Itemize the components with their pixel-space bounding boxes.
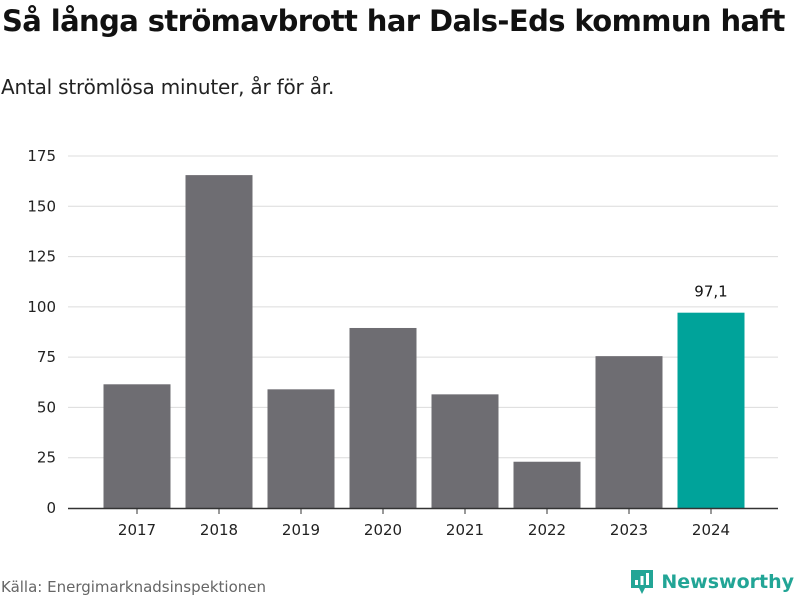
y-tick-label: 175 (27, 147, 56, 165)
bar-2022 (513, 461, 581, 508)
y-tick-label: 0 (46, 499, 56, 517)
bar-chart: 0 25 50 75 100 125 150 175 2017 2018 2019 2020 2021… (27, 147, 778, 539)
y-tick-label: 150 (27, 197, 56, 215)
x-tick-label: 2021 (446, 521, 484, 539)
y-tick-label: 75 (37, 348, 56, 366)
data-label: 97,1 (694, 283, 727, 301)
newsworthy-logo-icon (631, 570, 654, 594)
chart-subtitle: Antal strömlösa minuter, år för år. (1, 75, 335, 99)
x-tick-label: 2023 (610, 521, 648, 539)
bar-2019 (267, 389, 335, 508)
x-tick-label: 2018 (200, 521, 238, 539)
y-tick-label: 125 (27, 248, 56, 266)
x-tick-label: 2024 (692, 521, 730, 539)
bars (103, 175, 745, 508)
brand-name: Newsworthy (661, 571, 794, 593)
source-note: Källa: Energimarknadsinspektionen (1, 578, 267, 596)
x-tick-label: 2019 (282, 521, 320, 539)
bar-2020 (349, 327, 417, 508)
bar-2021 (431, 394, 499, 508)
chart-title: Så långa strömavbrott har Dals-Eds kommu… (2, 4, 785, 38)
x-tick-label: 2022 (528, 521, 566, 539)
y-tick-label: 100 (27, 298, 56, 316)
y-axis-ticks: 0 25 50 75 100 125 150 175 (27, 147, 56, 517)
bar-2024 (677, 312, 745, 508)
y-tick-label: 50 (37, 398, 56, 416)
x-tick-label: 2017 (118, 521, 156, 539)
gridlines (68, 155, 778, 459)
bar-2018 (185, 175, 253, 508)
x-axis-ticks: 2017 2018 2019 2020 2021 2022 2023 2024 (118, 508, 730, 539)
brand-logo[interactable]: Newsworthy (629, 568, 794, 596)
bar-2023 (595, 356, 663, 508)
bar-2017 (103, 384, 171, 508)
data-labels: 97,1 (694, 283, 727, 301)
y-tick-label: 25 (37, 449, 56, 467)
x-tick-label: 2020 (364, 521, 402, 539)
